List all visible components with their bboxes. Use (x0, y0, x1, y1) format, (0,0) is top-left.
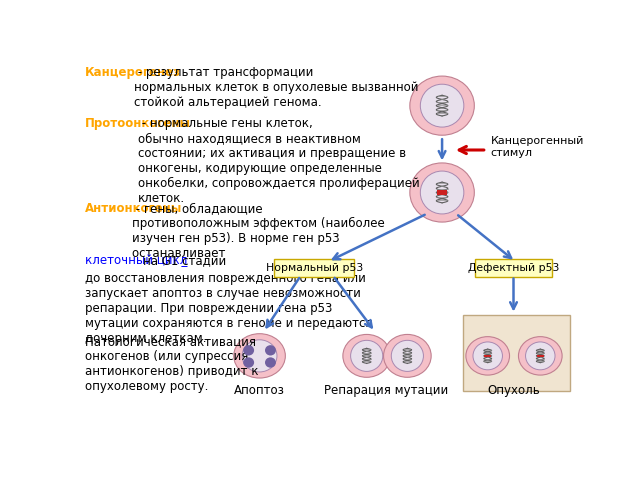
Ellipse shape (420, 171, 464, 214)
Text: Нормальный р53: Нормальный р53 (266, 263, 363, 273)
Text: Патологическая активация
онкогенов (или супрессия
антионкогенов) приводит к
опух: Патологическая активация онкогенов (или … (85, 335, 259, 393)
Ellipse shape (420, 84, 464, 127)
Ellipse shape (243, 345, 254, 356)
Ellipse shape (518, 336, 562, 375)
Ellipse shape (466, 336, 509, 375)
Ellipse shape (265, 357, 276, 368)
FancyBboxPatch shape (476, 259, 552, 277)
Text: до восстановления поврежденного гена или
запускает апоптоз в случае невозможност: до восстановления поврежденного гена или… (85, 272, 372, 345)
Ellipse shape (343, 335, 390, 377)
Text: - гены, обладающие
противоположным эффектом (наиболее
изучен ген р53). В норме г: - гены, обладающие противоположным эффек… (132, 202, 385, 260)
Text: Апоптоз: Апоптоз (234, 384, 285, 397)
Ellipse shape (410, 76, 474, 135)
Text: Протоонкогены: Протоонкогены (85, 117, 191, 130)
Text: на G1 стадии: на G1 стадии (143, 254, 227, 267)
FancyBboxPatch shape (437, 191, 447, 194)
Ellipse shape (351, 340, 383, 372)
Ellipse shape (410, 163, 474, 222)
Text: Канцерогенез: Канцерогенез (85, 66, 181, 79)
Ellipse shape (242, 340, 277, 372)
FancyBboxPatch shape (484, 355, 492, 357)
Text: Дефектный р53: Дефектный р53 (468, 263, 559, 273)
FancyBboxPatch shape (537, 355, 544, 357)
Text: - результат трансформации
нормальных клеток в опухолевые вызванной
стойкой альте: - результат трансформации нормальных кле… (134, 66, 418, 109)
FancyBboxPatch shape (463, 315, 570, 391)
Ellipse shape (473, 342, 502, 370)
Text: клеточный цикл̲: клеточный цикл̲ (85, 254, 191, 267)
Ellipse shape (234, 334, 285, 378)
Text: Антионкогены: Антионкогены (85, 202, 182, 215)
Ellipse shape (391, 340, 424, 372)
Text: Репарация мутации: Репарация мутации (324, 384, 449, 397)
Ellipse shape (525, 342, 555, 370)
Ellipse shape (383, 335, 431, 377)
Text: Канцерогенный
стимул: Канцерогенный стимул (491, 136, 584, 158)
Text: Опухоль: Опухоль (488, 384, 540, 397)
Text: - нормальные гены клеток,
обычно находящиеся в неактивном
состоянии; их активаци: - нормальные гены клеток, обычно находящ… (138, 117, 419, 205)
Ellipse shape (243, 357, 254, 368)
FancyBboxPatch shape (275, 259, 355, 277)
Ellipse shape (265, 345, 276, 356)
